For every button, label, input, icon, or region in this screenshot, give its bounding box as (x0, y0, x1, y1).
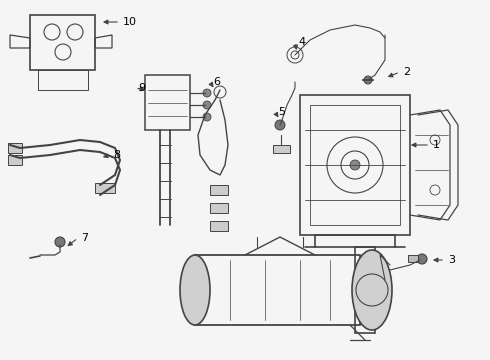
Polygon shape (210, 203, 228, 213)
Text: 6: 6 (213, 77, 220, 87)
Polygon shape (408, 255, 418, 262)
Text: 4: 4 (298, 37, 305, 47)
Bar (310, 105, 400, 225)
Bar (30, 15, 95, 70)
Text: 7: 7 (81, 233, 88, 243)
Bar (145, 75, 190, 130)
Text: 1: 1 (433, 140, 440, 150)
Circle shape (364, 76, 372, 84)
Polygon shape (8, 155, 22, 165)
Circle shape (203, 101, 211, 109)
Text: 8: 8 (113, 150, 120, 160)
Bar (355, 247, 375, 333)
Text: 3: 3 (448, 255, 455, 265)
Circle shape (55, 237, 65, 247)
Text: 10: 10 (123, 17, 137, 27)
Bar (300, 95, 410, 235)
Bar (195, 255, 360, 325)
Circle shape (203, 89, 211, 97)
Text: 9: 9 (138, 83, 145, 93)
Ellipse shape (180, 255, 210, 325)
Polygon shape (273, 145, 290, 153)
Text: 2: 2 (403, 67, 410, 77)
Ellipse shape (352, 250, 392, 330)
Circle shape (275, 120, 285, 130)
Circle shape (203, 113, 211, 121)
Text: 5: 5 (278, 107, 285, 117)
Polygon shape (95, 183, 115, 193)
Polygon shape (8, 143, 22, 153)
Polygon shape (210, 185, 228, 195)
Circle shape (350, 160, 360, 170)
Circle shape (417, 254, 427, 264)
Polygon shape (210, 221, 228, 231)
Bar (38, 70, 88, 90)
